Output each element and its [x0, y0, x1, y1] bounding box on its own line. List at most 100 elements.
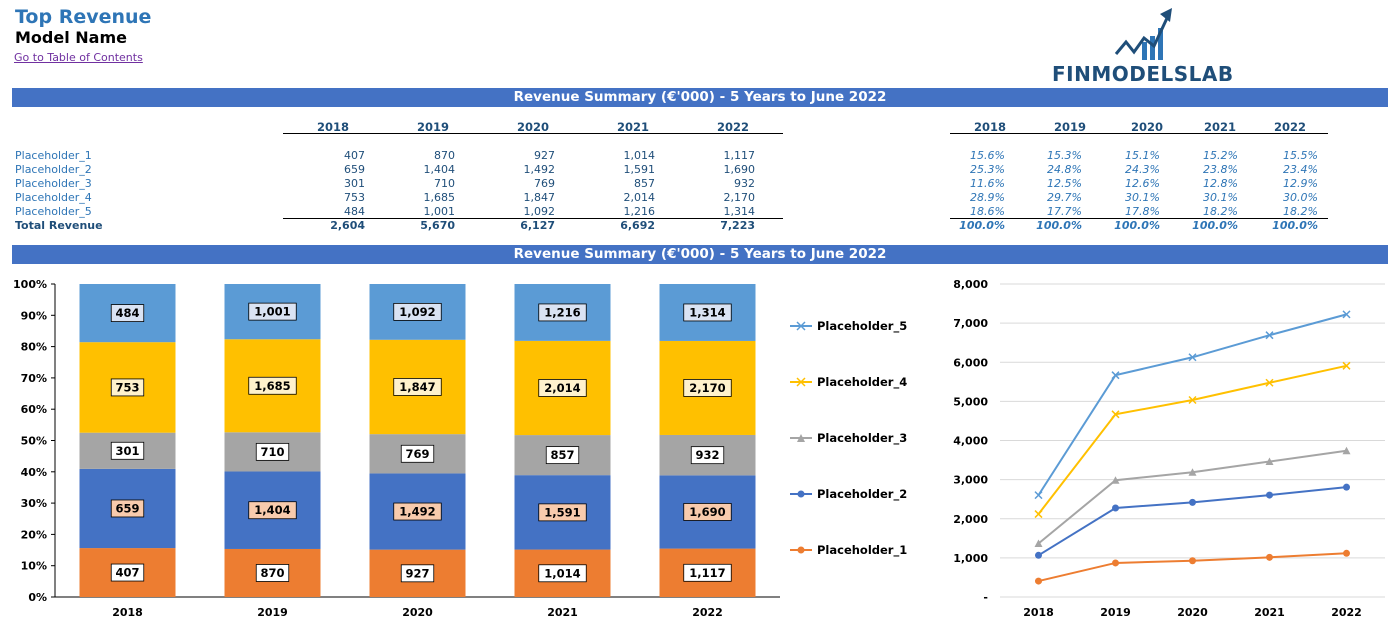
line-chart: - 1,000 2,000 3,000 4,000 5,000 6,000 7,000 8,00…: [953, 278, 1385, 619]
data-point: [1034, 491, 1043, 500]
y-tick-label: 10%: [21, 560, 47, 573]
data-label-box: [255, 442, 290, 461]
data-label: 2,170: [689, 381, 725, 395]
revenue-share: 30.0%: [1283, 191, 1318, 204]
data-label: 710: [260, 445, 284, 459]
revenue-value: 1,591: [623, 163, 656, 176]
data-label: 753: [115, 380, 139, 394]
data-point: [1111, 371, 1120, 380]
data-label-box: [110, 499, 145, 518]
pct-year-header: 2020: [1130, 120, 1163, 134]
revenue-value: 753: [344, 191, 365, 204]
revenue-share: 29.7%: [1047, 191, 1082, 204]
pct-year-header: 2019: [1053, 120, 1086, 134]
total-share: 100.0%: [1114, 219, 1160, 232]
revenue-value: 857: [634, 177, 655, 190]
data-label: 1,690: [689, 505, 725, 519]
data-label: 1,591: [544, 505, 580, 519]
data-label-box: [400, 444, 435, 463]
y-tick-label: 0%: [28, 591, 47, 604]
data-point: [1265, 331, 1274, 340]
legend-label: Placeholder_2: [817, 487, 907, 502]
data-label-box: [110, 563, 145, 582]
data-label-box: [683, 303, 732, 322]
legend-marker: [796, 377, 806, 387]
data-point: [1035, 577, 1042, 585]
data-label-box: [545, 446, 580, 465]
data-point: [1188, 395, 1197, 405]
data-label-box: [110, 441, 145, 460]
data-point-stroke: [1265, 331, 1274, 340]
legend-label: Placeholder_1: [817, 543, 907, 558]
total-share: 100.0%: [959, 219, 1005, 232]
data-label: 1,216: [544, 305, 580, 319]
y-tick-label: -: [983, 591, 988, 604]
data-point-stroke: [1034, 510, 1043, 519]
data-label-box: [393, 378, 442, 396]
y-tick-label: 100%: [13, 278, 47, 291]
y-tick-label: 6,000: [953, 356, 988, 369]
revenue-value: 927: [534, 149, 555, 162]
data-label-box: [255, 564, 290, 582]
revenue-value: 407: [344, 149, 365, 162]
data-point: [1188, 353, 1197, 362]
data-label: 2,014: [544, 381, 580, 395]
revenue-share: 15.2%: [1203, 149, 1238, 162]
header-underline: [283, 133, 783, 134]
y-tick-label: 80%: [21, 341, 47, 354]
chart-growth-icon: [1114, 8, 1172, 60]
data-label: 484: [115, 306, 139, 320]
revenue-value: 769: [534, 177, 555, 190]
revenue-share: 17.7%: [1047, 205, 1082, 218]
data-point: [1112, 504, 1119, 512]
data-label: 1,314: [689, 305, 725, 319]
logo-text: FINMODELSLAB: [1052, 62, 1234, 86]
row-label: Placeholder_4: [15, 191, 92, 204]
x-tick-label: 2018: [112, 606, 143, 619]
data-point: [1342, 361, 1351, 370]
data-label: 1,092: [399, 305, 435, 319]
revenue-value: 1,685: [423, 191, 456, 204]
data-label: 1,001: [254, 305, 290, 319]
data-label-box: [683, 563, 732, 582]
data-label-box: [690, 446, 725, 465]
data-label-box: [400, 564, 435, 583]
data-point-stroke: [1188, 353, 1197, 362]
revenue-value: 1,092: [523, 205, 556, 218]
y-tick-label: 1,000: [953, 552, 988, 565]
data-point: [1343, 549, 1350, 557]
data-label-box: [248, 501, 297, 520]
data-point: [1342, 446, 1351, 455]
data-point-stroke: [1342, 361, 1351, 370]
y-tick-label: 7,000: [953, 317, 988, 330]
data-point-stroke: [1111, 371, 1120, 380]
data-label: 857: [550, 448, 574, 462]
data-label-box: [538, 379, 587, 397]
total-underline: [283, 218, 783, 219]
data-label: 932: [695, 448, 719, 462]
total-value: 5,670: [420, 219, 455, 232]
y-tick-label: 30%: [21, 497, 47, 510]
data-label-box: [538, 503, 587, 522]
revenue-value: 1,014: [623, 149, 656, 162]
table-of-contents-link[interactable]: Go to Table of Contents: [14, 51, 143, 64]
revenue-value: 1,690: [723, 163, 756, 176]
legend-marker: [797, 546, 805, 554]
data-label-box: [248, 376, 297, 395]
data-point: [1342, 310, 1351, 319]
data-label: 659: [115, 501, 139, 515]
summary-table-banner: Revenue Summary (€'000) - 5 Years to Jun…: [12, 88, 1388, 107]
data-point-stroke: [1111, 410, 1120, 419]
revenue-share: 12.8%: [1203, 177, 1238, 190]
revenue-share: 12.9%: [1283, 177, 1318, 190]
data-point: [1112, 559, 1119, 567]
revenue-share: 23.8%: [1203, 163, 1238, 176]
page-title: Top Revenue: [15, 6, 152, 28]
data-point: [1189, 557, 1196, 565]
legend-label: Placeholder_4: [817, 375, 907, 390]
total-share: 100.0%: [1036, 219, 1082, 232]
data-label: 1,404: [254, 503, 290, 517]
data-point-stroke: [1265, 378, 1274, 387]
y-tick-label: 50%: [21, 435, 47, 448]
x-tick-label: 2022: [692, 606, 723, 619]
